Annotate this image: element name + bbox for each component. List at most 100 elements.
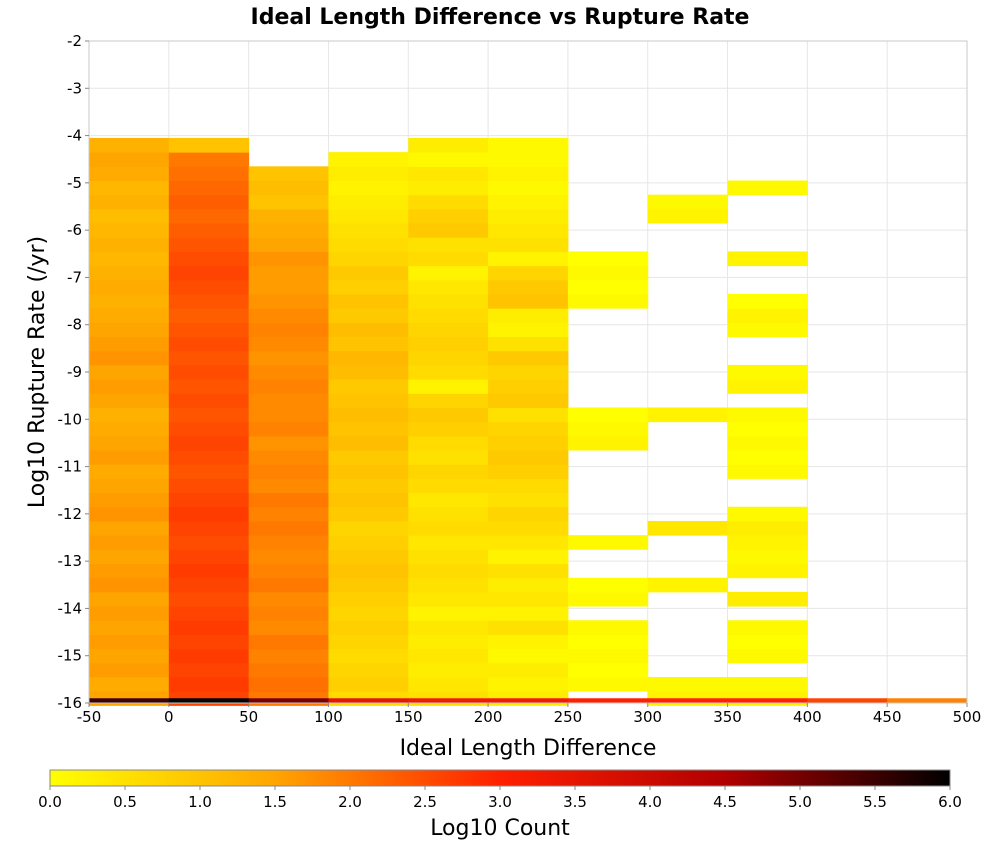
heatmap-cell (248, 634, 329, 650)
heatmap-cell (488, 606, 569, 621)
y-axis-label: Log10 Rupture Rate (/yr) (25, 236, 50, 508)
heatmap-cell (408, 464, 489, 479)
heatmap-cell (168, 634, 250, 650)
heatmap-cell (727, 634, 808, 650)
heatmap-cell (408, 620, 489, 635)
heatmap-cell (647, 407, 729, 423)
heatmap-cell (89, 137, 170, 153)
heatmap-cell (408, 407, 489, 423)
heatmap-cell (408, 535, 489, 550)
heatmap-cell (488, 137, 569, 153)
heatmap-cell (408, 676, 489, 692)
heatmap-cell (248, 421, 329, 437)
heatmap-cell (488, 577, 569, 593)
heatmap-cell (408, 336, 489, 352)
heatmap-cell (408, 279, 489, 295)
heatmap-cell (328, 591, 409, 607)
heatmap-cell (408, 137, 489, 153)
heatmap-cell (168, 194, 250, 210)
y-tick-label: -13 (58, 552, 83, 570)
y-axis-ticks: -2 -3 -4 -5 -6 -7 -8 -9 -10 -11 -12 -13 -14 -15 -16 (58, 32, 89, 712)
heatmap-cell (408, 308, 489, 323)
heatmap-cell (89, 450, 170, 465)
colorbar-tick-label: 1.5 (263, 793, 287, 811)
heatmap-cell (89, 379, 170, 394)
heatmap-cell (168, 492, 250, 508)
heatmap-cell (89, 676, 170, 692)
heatmap-cell (727, 364, 808, 380)
heatmap-cell (488, 634, 569, 650)
y-tick-label: -3 (67, 79, 82, 97)
x-tick-label: 500 (953, 708, 982, 726)
x-tick-label: 450 (873, 708, 902, 726)
heatmap-cell (408, 152, 489, 167)
heatmap-cell (168, 350, 250, 366)
heatmap-cell (328, 648, 409, 664)
heatmap-cell-bottom (887, 698, 968, 703)
heatmap-cell (408, 435, 489, 451)
heatmap-cell (328, 478, 409, 494)
heatmap-cell (248, 208, 329, 224)
heatmap-cell (89, 223, 170, 238)
heatmap-cell (248, 393, 329, 408)
heatmap-cell (567, 634, 649, 650)
heatmap-cell (168, 535, 250, 550)
heatmap-cell (408, 251, 489, 267)
heatmap-cell (248, 279, 329, 295)
heatmap-cell (727, 535, 808, 550)
x-tick-label: 200 (474, 708, 503, 726)
heatmap-cell (408, 379, 489, 394)
heatmap-cell (567, 591, 649, 607)
heatmap-cell (488, 166, 569, 181)
heatmap-cell (567, 251, 649, 267)
heatmap-cell (488, 662, 569, 678)
heatmap-cell (408, 478, 489, 494)
heatmap-cell (567, 293, 649, 309)
heatmap-cell (328, 237, 409, 252)
heatmap-cell (567, 435, 649, 451)
colorbar-tick-label: 3.5 (563, 793, 587, 811)
x-tick-label: 100 (314, 708, 343, 726)
heatmap-cell (248, 464, 329, 479)
heatmap-cell (168, 208, 250, 224)
heatmap-cell (248, 676, 329, 692)
heatmap-cell (408, 591, 489, 607)
heatmap-cell (408, 606, 489, 621)
heatmap-cell (168, 407, 250, 423)
heatmap-cell (248, 293, 329, 309)
heatmap-cell (488, 563, 569, 579)
heatmap-cell (89, 606, 170, 621)
heatmap-cell (168, 648, 250, 664)
heatmap-cell (168, 180, 250, 196)
heatmap-cell (488, 322, 569, 338)
colorbar-tick-label: 4.5 (713, 793, 737, 811)
colorbar-tick-label: 3.0 (488, 793, 512, 811)
heatmap-cell (168, 520, 250, 536)
heatmap-cell (408, 293, 489, 309)
heatmap-cell (647, 577, 729, 593)
heatmap-cell (488, 464, 569, 479)
heatmap-cell (248, 535, 329, 550)
colorbar (49, 769, 951, 787)
heatmap-cell (248, 166, 329, 181)
heatmap-cell (488, 676, 569, 692)
heatmap-cell (328, 407, 409, 423)
heatmap-cell (408, 194, 489, 210)
heatmap-cell (488, 350, 569, 366)
heatmap-cell (328, 606, 409, 621)
heatmap-cell (89, 180, 170, 196)
heatmap-cell (168, 166, 250, 181)
heatmap-cell (89, 322, 170, 338)
heatmap-cell (408, 350, 489, 366)
heatmap-cell (328, 549, 409, 565)
heatmap-cell (248, 606, 329, 621)
x-axis-ticks: -50 0 50 100 150 200 250 300 350 400 450 500 (77, 703, 982, 726)
heatmap-cell (248, 350, 329, 366)
heatmap-cell (328, 364, 409, 380)
heatmap-cell (168, 421, 250, 437)
heatmap-cell (168, 152, 250, 167)
heatmap-cell (727, 180, 808, 196)
heatmap-cell (328, 563, 409, 579)
heatmap-cell (168, 506, 250, 522)
heatmap-cell (408, 223, 489, 238)
